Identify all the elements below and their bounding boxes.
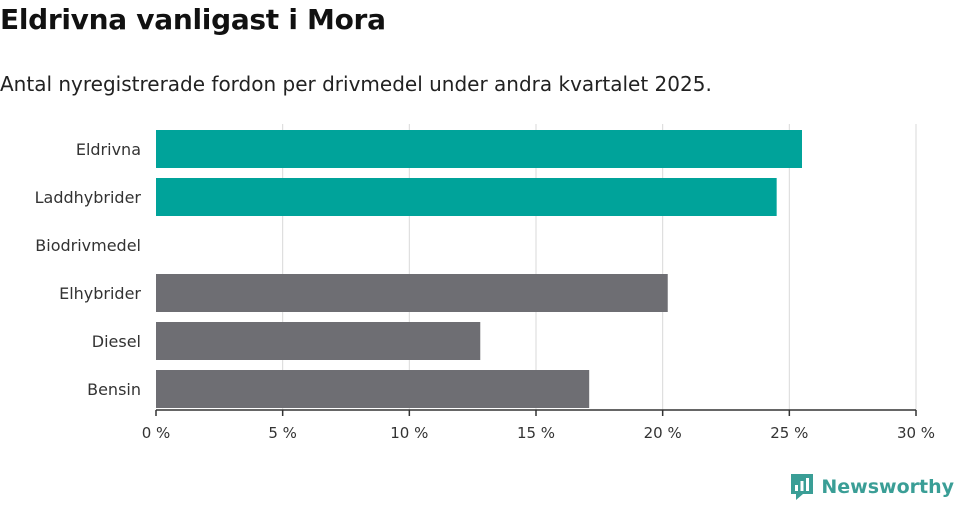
brand-logo: Newsworthy	[789, 472, 954, 502]
x-tick-label: 5 %	[268, 424, 297, 442]
bar	[156, 274, 668, 312]
bar-chart: Eldrivna Laddhybrider Biodrivmedel Elhybrid…	[35, 124, 935, 442]
category-label: Laddhybrider	[35, 188, 142, 207]
chart-subtitle: Antal nyregistrerade fordon per drivmede…	[0, 72, 712, 96]
category-label: Bensin	[87, 380, 141, 399]
category-label: Elhybrider	[59, 284, 141, 303]
x-tick-label: 30 %	[897, 424, 935, 442]
brand-name: Newsworthy	[821, 476, 954, 498]
bar	[156, 130, 802, 168]
bar	[156, 370, 590, 408]
bar	[156, 178, 777, 216]
category-label: Diesel	[92, 332, 141, 351]
category-label: Biodrivmedel	[35, 236, 141, 255]
x-tick-label: 15 %	[517, 424, 555, 442]
bar	[156, 322, 481, 360]
x-tick-label: 25 %	[770, 424, 808, 442]
newsworthy-logo-icon	[791, 474, 814, 500]
x-tick-label: 20 %	[644, 424, 682, 442]
category-label: Eldrivna	[76, 140, 141, 159]
x-tick-label: 0 %	[142, 424, 171, 442]
chart-title: Eldrivna vanligast i Mora	[0, 3, 386, 36]
x-tick-label: 10 %	[390, 424, 428, 442]
